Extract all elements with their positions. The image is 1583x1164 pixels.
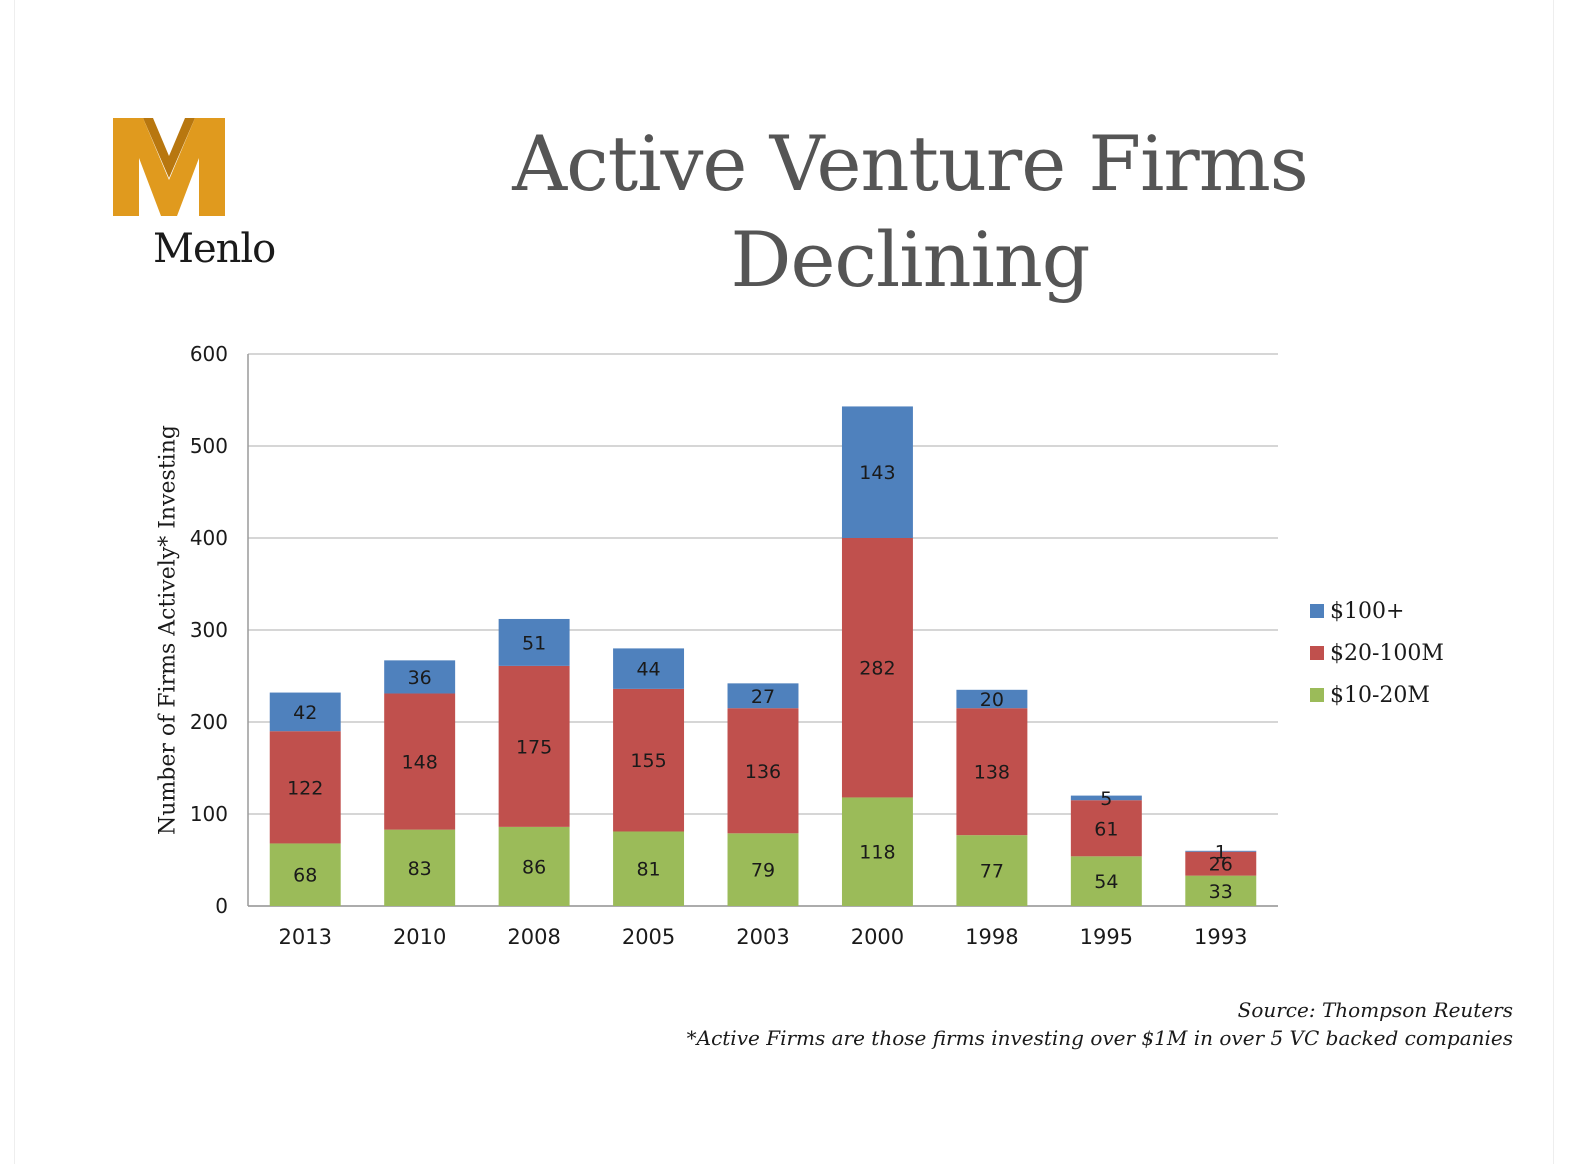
bar-segment	[1070, 795, 1142, 801]
chart-legend: $100+ $20-100M $10-20M	[1310, 590, 1444, 716]
x-tick-label: 1998	[965, 925, 1018, 949]
bar-segment	[1070, 856, 1142, 906]
data-label: 51	[522, 632, 546, 654]
y-tick-label: 200	[190, 710, 228, 734]
data-label: 33	[1209, 881, 1233, 903]
bar-segment	[841, 797, 913, 906]
y-tick-label: 0	[215, 894, 228, 918]
legend-label: $100+	[1330, 598, 1405, 624]
data-label: 36	[408, 667, 432, 689]
data-label: 118	[859, 842, 895, 864]
data-label: 44	[636, 659, 660, 681]
bar-segment	[498, 618, 570, 666]
data-label: 138	[974, 762, 1010, 784]
data-label: 122	[287, 777, 323, 799]
bar-segment	[384, 829, 456, 906]
bar-segment	[727, 683, 799, 709]
slide: Menlo Active Venture Firms Declining	[14, 0, 1554, 1164]
bar-segment	[1185, 850, 1257, 852]
data-label: 136	[745, 761, 781, 783]
x-tick-label: 2008	[507, 925, 560, 949]
chart-notes: Source: Thompson Reuters *Active Firms a…	[687, 996, 1513, 1052]
data-label: 54	[1094, 871, 1118, 893]
bar-segment	[841, 538, 913, 798]
bar-segment	[498, 826, 570, 906]
y-tick-label: 300	[190, 618, 228, 642]
x-tick-label: 1993	[1194, 925, 1247, 949]
y-tick-label: 600	[190, 342, 228, 366]
y-axis-title: Number of Firms Actively* Investing	[155, 425, 181, 835]
bar-segment	[956, 689, 1028, 709]
bar-segment	[384, 693, 456, 830]
menlo-m-logo-icon	[113, 118, 225, 216]
legend-swatch	[1310, 604, 1324, 618]
legend-item: $20-100M	[1310, 632, 1444, 674]
data-label: 77	[980, 861, 1004, 883]
bar-segment	[384, 660, 456, 694]
bar-segment	[956, 708, 1028, 836]
bar-segment	[956, 835, 1028, 906]
data-label: 61	[1094, 818, 1118, 840]
menlo-logo: Menlo	[113, 118, 283, 288]
source-note: Source: Thompson Reuters	[1237, 998, 1513, 1022]
data-label: 68	[293, 865, 317, 887]
data-label: 26	[1209, 854, 1233, 876]
bar-segment	[727, 833, 799, 906]
data-label: 282	[859, 658, 895, 680]
legend-swatch	[1310, 646, 1324, 660]
x-tick-label: 2003	[736, 925, 789, 949]
page-title: Active Venture Firms Declining	[485, 116, 1335, 308]
bar-segment	[269, 731, 341, 844]
legend-label: $20-100M	[1330, 640, 1444, 666]
bar-segment	[1185, 851, 1257, 876]
y-tick-label: 500	[190, 434, 228, 458]
data-label: 5	[1100, 788, 1112, 810]
data-label: 81	[636, 859, 660, 881]
bar-segment	[727, 708, 799, 834]
bar-segment	[498, 665, 570, 827]
data-label: 175	[516, 736, 552, 758]
data-label: 20	[980, 689, 1004, 711]
data-label: 86	[522, 856, 546, 878]
x-tick-label: 2010	[393, 925, 446, 949]
data-label: 42	[293, 702, 317, 724]
data-label: 155	[630, 750, 666, 772]
bar-segment	[1185, 875, 1257, 906]
data-label: 27	[751, 686, 775, 708]
bar-segment	[269, 692, 341, 732]
data-label: 83	[408, 858, 432, 880]
x-tick-label: 1995	[1080, 925, 1133, 949]
legend-swatch	[1310, 688, 1324, 702]
bar-segment	[841, 406, 913, 538]
data-label: 148	[402, 752, 438, 774]
bar-segment	[613, 831, 685, 906]
title-line-1: Active Venture Firms	[512, 119, 1309, 208]
bar-segment	[613, 648, 685, 689]
logo-text: Menlo	[153, 226, 276, 272]
x-tick-label: 2013	[278, 925, 331, 949]
data-label: 1	[1215, 841, 1227, 863]
bar-segment	[613, 688, 685, 832]
data-label: 79	[751, 860, 775, 882]
x-tick-label: 2005	[622, 925, 675, 949]
legend-item: $10-20M	[1310, 674, 1444, 716]
data-label: 143	[859, 462, 895, 484]
x-tick-label: 2000	[851, 925, 904, 949]
bar-segment	[269, 843, 341, 906]
y-tick-label: 100	[190, 802, 228, 826]
bar-segment	[1070, 800, 1142, 857]
y-tick-label: 400	[190, 526, 228, 550]
footnote: *Active Firms are those firms investing …	[686, 1026, 1513, 1050]
title-line-2: Declining	[730, 215, 1091, 304]
legend-label: $10-20M	[1330, 682, 1430, 708]
legend-item: $100+	[1310, 590, 1444, 632]
